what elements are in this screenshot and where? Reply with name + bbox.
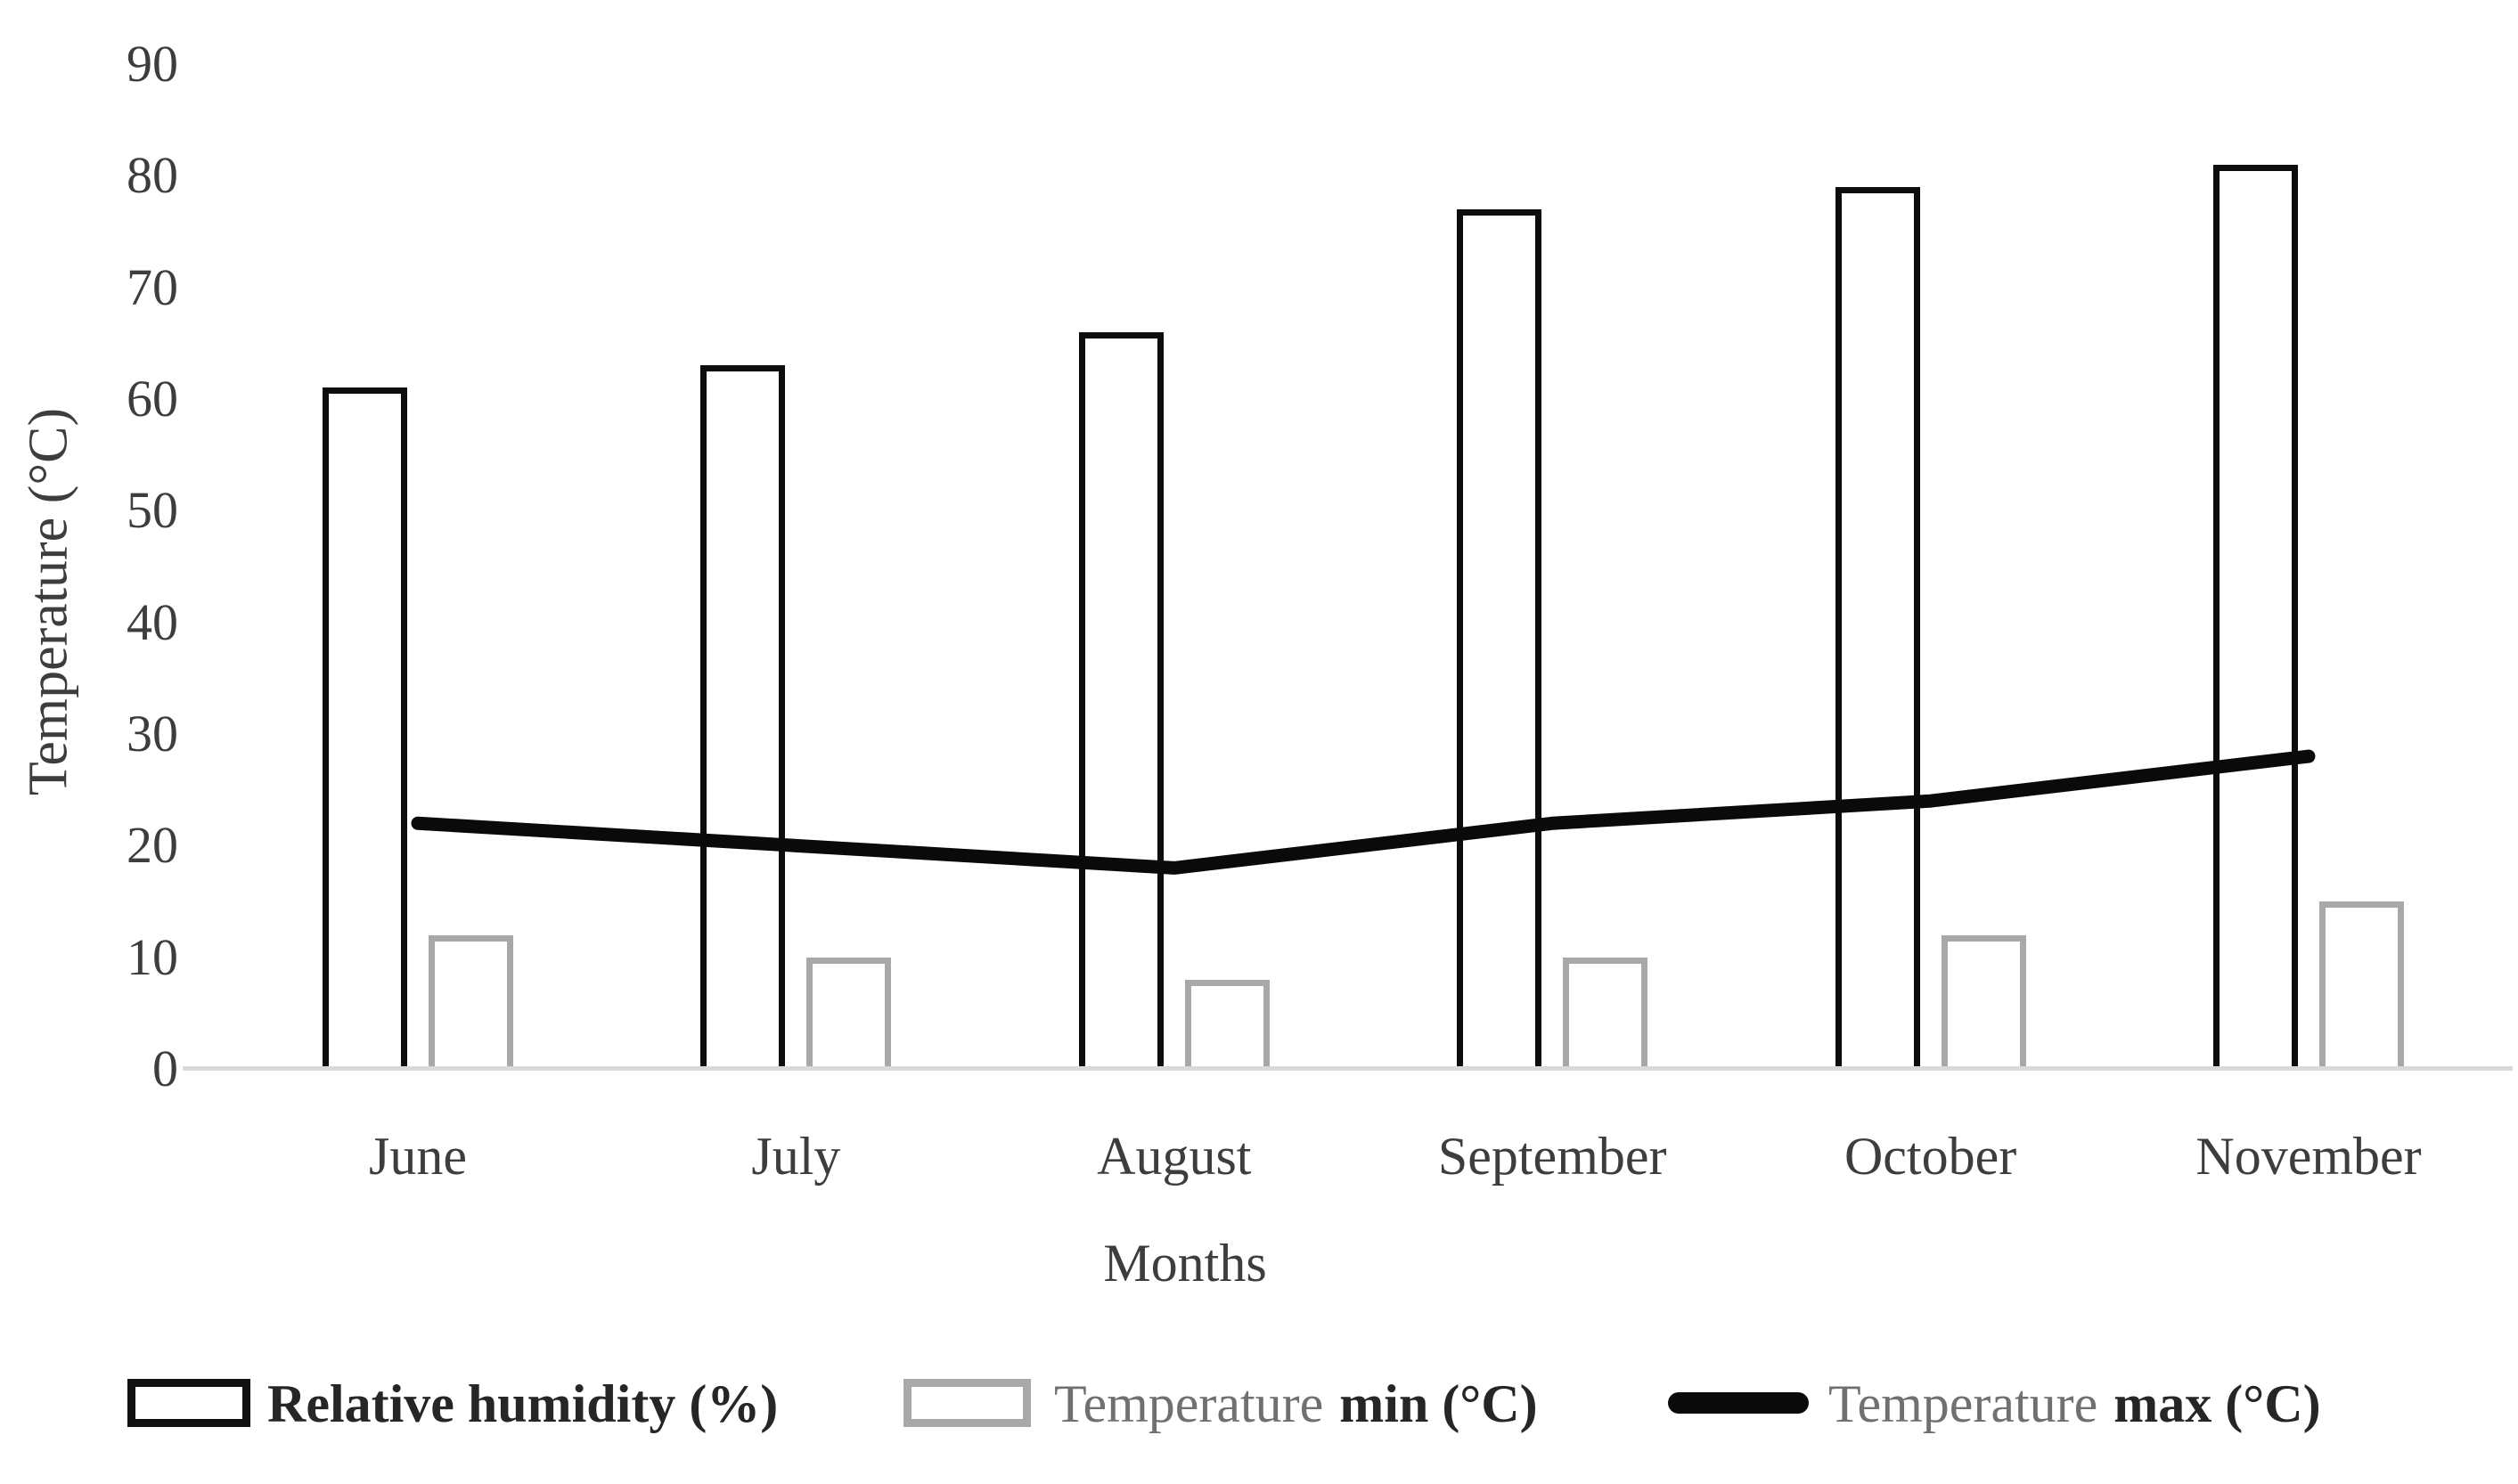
humidity-bar-october [1835,186,1920,1069]
x-axis-title: Months [1103,1234,1267,1292]
humidity-bar-september [1457,208,1542,1069]
humidity-bar-august [1078,331,1164,1069]
legend-swatch-temperature-max [1668,1392,1809,1414]
y-tick-label-0: 0 [152,1040,178,1097]
x-tick-label-july: July [751,1127,841,1186]
x-axis-line [183,1066,2513,1071]
x-tick-label-november: November [2195,1127,2422,1186]
temperature-max-line [411,749,2316,875]
y-tick-label-60: 60 [127,370,178,428]
x-tick-label-august: August [1097,1127,1252,1186]
humidity-bar-june [323,387,407,1069]
y-tick-label-90: 90 [127,35,178,93]
legend-label-relative-humidity: Relative humidity (%) [267,1374,779,1433]
temperature-min-bar-october [1941,934,2026,1069]
x-tick-label-october: October [1844,1127,2017,1186]
legend: Relative humidity (%) Temperature min (°C… [0,1368,2518,1439]
temperature-min-bar-june [429,934,513,1069]
x-tick-label-september: September [1437,1127,1667,1186]
y-tick-label-80: 80 [127,146,178,205]
legend-label-temperature-min: Temperature min (°C) [1054,1368,1538,1439]
temperature-min-bar-july [806,957,892,1069]
legend-swatch-relative-humidity [127,1379,250,1427]
y-tick-label-40: 40 [127,592,178,651]
temperature-min-bar-november [2319,901,2404,1069]
humidity-bar-november [2213,164,2298,1069]
y-tick-label-30: 30 [127,705,178,762]
legend-swatch-temperature-min [903,1379,1031,1427]
temperature-min-bar-august [1184,979,1270,1069]
x-tick-label-june: June [369,1127,467,1186]
legend-label-max-unit: max (°C) [2113,1374,2321,1433]
y-tick-label-20: 20 [127,816,178,875]
legend-label-min-unit: min (°C) [1339,1374,1538,1433]
legend-label-temperature-max: Temperature max (°C) [1828,1368,2321,1439]
y-tick-label-70: 70 [127,257,178,316]
y-tick-label-10: 10 [127,927,178,986]
legend-label-temperature-min-word: Temperature [1054,1374,1324,1433]
legend-label-temperature-max-word: Temperature [1828,1374,2098,1433]
y-tick-label-50: 50 [127,481,178,540]
humidity-bar-july [700,365,786,1069]
temperature-min-bar-september [1563,957,1648,1069]
